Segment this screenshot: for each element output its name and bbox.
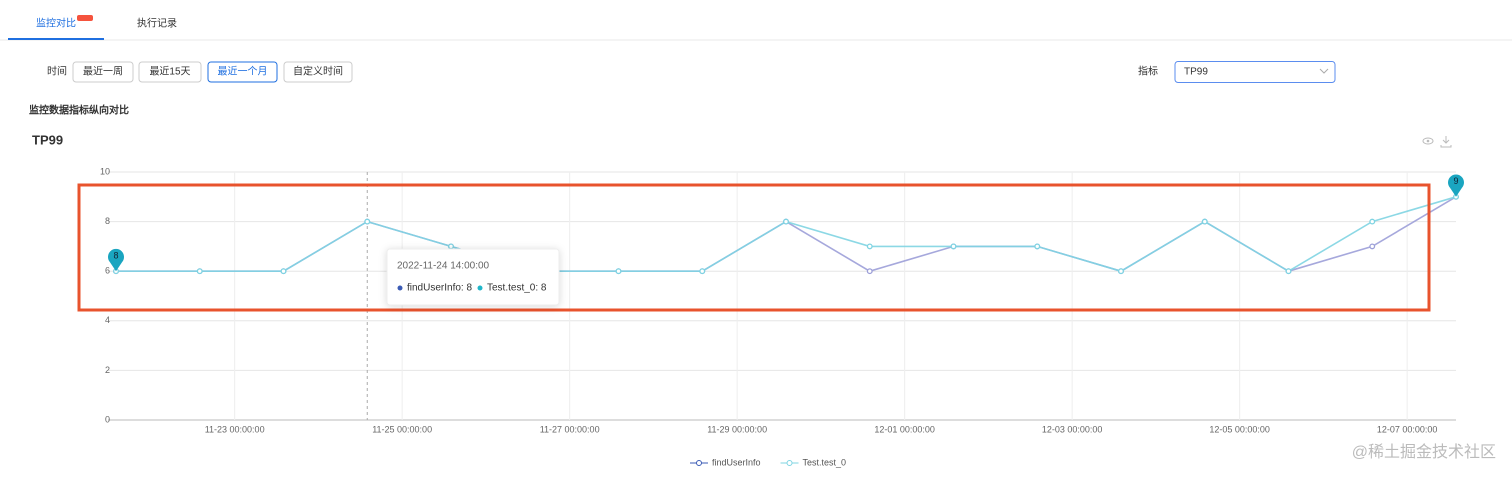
- filter-label: 指标: [1138, 65, 1158, 78]
- y-tick-label: 6: [105, 266, 110, 276]
- data-point: [1369, 218, 1376, 225]
- eye-icon[interactable]: [1422, 137, 1434, 145]
- time-button[interactable]: [207, 61, 278, 83]
- time-button[interactable]: [138, 61, 202, 83]
- time-button-label: 最近一个月: [218, 65, 268, 78]
- tooltip-title: 2022-11-24 14:00:00: [397, 261, 490, 272]
- legend-marker: [786, 460, 793, 466]
- legend-label: Test.test_0: [803, 457, 847, 467]
- annotation-box: [77, 183, 1431, 312]
- x-tick-label: 12-05 00:00:00: [1209, 424, 1270, 434]
- legend-marker: [696, 460, 702, 466]
- pin-label: 8: [113, 251, 118, 261]
- data-point: [866, 243, 873, 250]
- data-point: [448, 243, 454, 250]
- legend-label: findUserInfo: [712, 457, 761, 467]
- x-tick-label: 11-23 00:00:00: [205, 424, 265, 434]
- data-point: [280, 268, 287, 275]
- chevron: [1319, 68, 1329, 74]
- x-tick-label: 12-03 00:00:00: [1042, 424, 1103, 434]
- select[interactable]: [1174, 61, 1336, 83]
- tab[interactable]: 监控对比: [36, 17, 76, 30]
- watermark: @稀土掘金技术社区: [1352, 443, 1496, 461]
- data-point: [1369, 243, 1376, 250]
- y-tick-label: 2: [105, 365, 110, 375]
- data-point: [699, 268, 706, 275]
- time-button[interactable]: [72, 61, 134, 83]
- x-tick-label: 12-07 00:00:00: [1377, 424, 1438, 434]
- data-point: [866, 268, 873, 275]
- data-point: [950, 243, 957, 250]
- time-button[interactable]: [283, 61, 353, 83]
- section-title: 监控数据指标纵向对比: [29, 104, 129, 117]
- x-tick-label: 11-29 00:00:00: [707, 424, 767, 434]
- time-button-label: 自定义时间: [293, 65, 343, 78]
- tab[interactable]: 执行记录: [137, 17, 177, 30]
- x-tick-label: 12-01 00:00:00: [874, 424, 935, 434]
- data-point: [1118, 268, 1124, 275]
- y-tick-label: 8: [105, 216, 110, 226]
- time-button-label: 最近15天: [149, 65, 190, 78]
- x-tick-label: 11-27 00:00:00: [540, 424, 600, 434]
- time-button-label: 最近一周: [83, 65, 123, 78]
- chart-title: TP99: [32, 132, 63, 147]
- filter-label: 时间: [47, 65, 67, 78]
- x-tick-label: 11-25 00:00:00: [372, 424, 432, 434]
- map-pin: [108, 248, 124, 272]
- tooltip-item: Test.test_0: 8: [487, 283, 547, 294]
- data-point: [364, 218, 371, 225]
- pin-label: 9: [1453, 176, 1458, 186]
- data-point: [1201, 218, 1208, 225]
- data-point: [1285, 268, 1292, 275]
- badge: [77, 15, 93, 21]
- y-tick-label: 4: [105, 315, 110, 325]
- tooltip: 2022-11-24 14:00:00 findUserInfo: 8 Test…: [386, 248, 560, 306]
- select-value: TP99: [1184, 67, 1208, 78]
- map-pin: [1447, 174, 1464, 197]
- data-point: [1034, 243, 1041, 250]
- data-point: [196, 268, 203, 275]
- data-point: [615, 268, 622, 275]
- data-point: [783, 218, 789, 225]
- download-icon[interactable]: [1440, 136, 1452, 148]
- y-tick-label: 0: [105, 414, 110, 424]
- y-tick-label: 10: [100, 166, 110, 176]
- tooltip-item: findUserInfo: 8: [407, 283, 472, 294]
